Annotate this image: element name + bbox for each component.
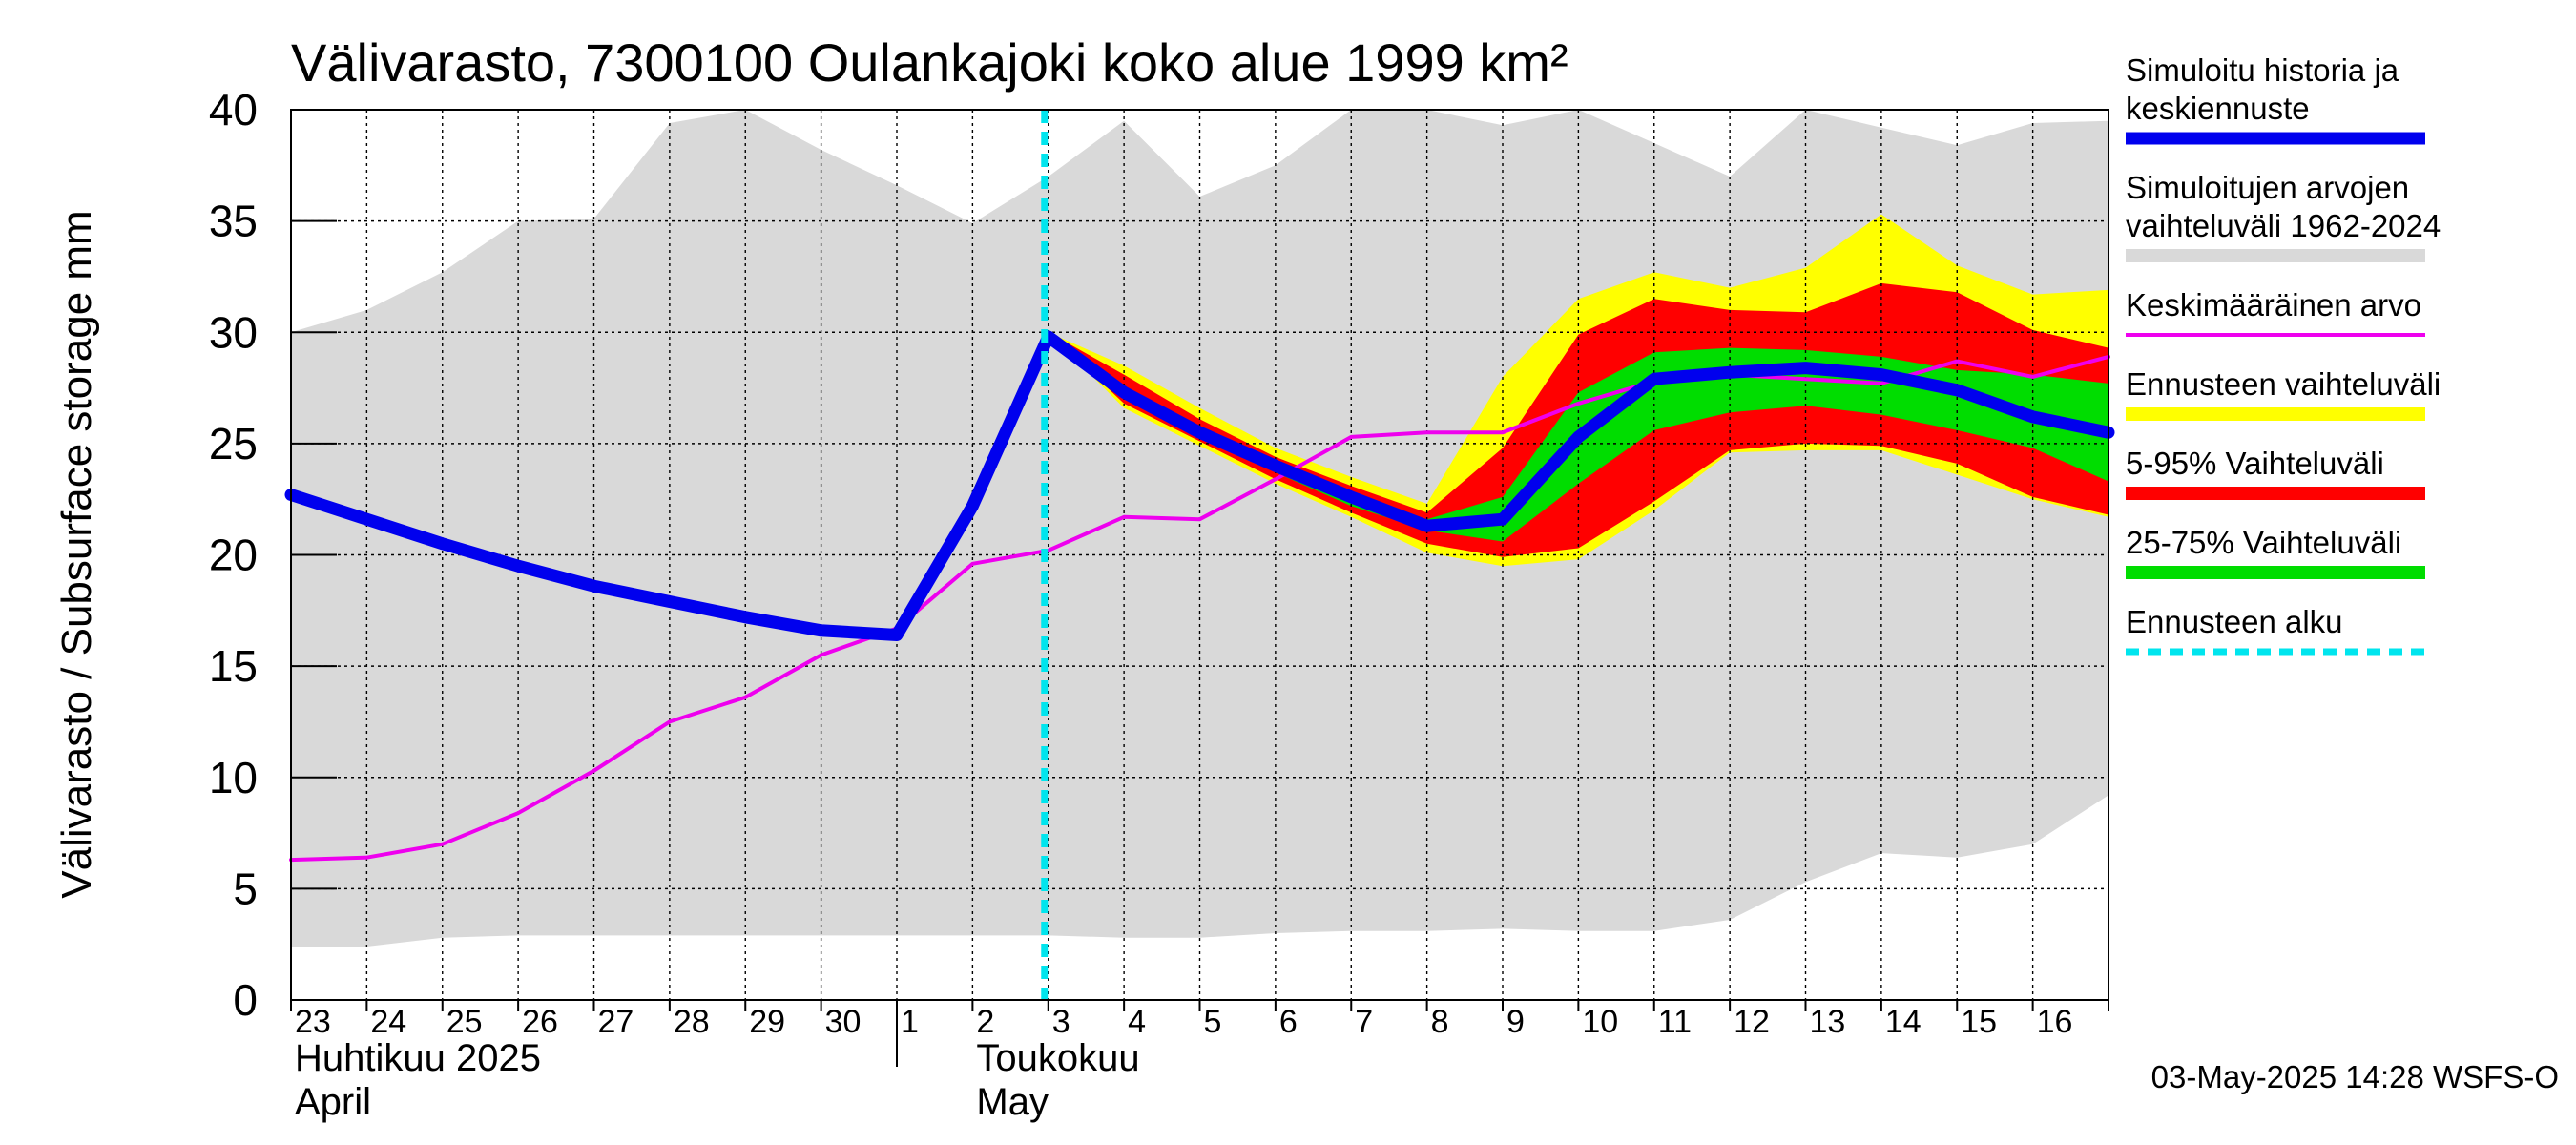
legend-label: Simuloitujen arvojen	[2126, 170, 2409, 205]
x-tick-label: 13	[1810, 1004, 1846, 1040]
band-layer	[291, 110, 2109, 947]
x-tick-label: 27	[598, 1004, 634, 1040]
month-label-en: May	[976, 1081, 1049, 1123]
x-tick-label: 30	[825, 1004, 862, 1040]
x-tick-label: 6	[1279, 1004, 1298, 1040]
series-line-5	[284, 330, 2115, 641]
y-axis-label: Välivarasto / Subsurface storage mm	[53, 210, 100, 898]
y-tick-label: 30	[209, 307, 258, 357]
x-tick-label: 7	[1355, 1004, 1373, 1040]
x-tick-label: 25	[447, 1004, 483, 1040]
series-line-4	[289, 354, 2110, 863]
x-tick-label: 1	[901, 1004, 919, 1040]
y-tick-label: 35	[209, 197, 258, 246]
legend-label: Ennusteen vaihteluväli	[2126, 366, 2441, 402]
legend-label: Keskimääräinen arvo	[2126, 287, 2421, 323]
x-tick-label: 11	[1658, 1004, 1692, 1040]
x-tick-label: 14	[1885, 1004, 1922, 1040]
legend-label: 25-75% Vaihteluväli	[2126, 525, 2401, 560]
x-tick-label: 24	[370, 1004, 406, 1040]
y-tick-label: 5	[233, 864, 258, 913]
x-tick-label: 16	[2037, 1004, 2073, 1040]
x-tick-label: 2	[976, 1004, 994, 1040]
x-tick-label: 10	[1582, 1004, 1618, 1040]
x-tick-label: 3	[1052, 1004, 1070, 1040]
x-tick-label: 29	[749, 1004, 785, 1040]
chart-title: Välivarasto, 7300100 Oulankajoki koko al…	[291, 32, 1568, 93]
y-tick-label: 15	[209, 641, 258, 691]
x-tick-label: 15	[1961, 1004, 1997, 1040]
x-tick-label: 26	[522, 1004, 558, 1040]
timestamp-footer: 03-May-2025 14:28 WSFS-O	[2151, 1059, 2559, 1094]
legend-label: Ennusteen alku	[2126, 604, 2343, 639]
month-label-en: April	[295, 1081, 371, 1123]
grid-layer	[291, 110, 2109, 1000]
x-tick-label: 4	[1128, 1004, 1146, 1040]
legend-label: 5-95% Vaihteluväli	[2126, 446, 2384, 481]
y-tick-label: 40	[209, 85, 258, 135]
y-tick-label: 25	[209, 419, 258, 468]
x-tick-label: 23	[295, 1004, 331, 1040]
legend-label: Simuloitu historia ja	[2126, 52, 2399, 88]
x-tick-label: 5	[1204, 1004, 1222, 1040]
y-tick-label: 20	[209, 531, 258, 580]
month-label-fi: Toukokuu	[976, 1037, 1139, 1079]
y-tick-label: 10	[209, 753, 258, 802]
band-0	[291, 110, 2109, 947]
y-tick-label: 0	[233, 975, 258, 1025]
x-tick-label: 8	[1431, 1004, 1449, 1040]
legend-label: keskiennuste	[2126, 91, 2310, 126]
x-tick-label: 12	[1734, 1004, 1770, 1040]
x-tick-label: 9	[1506, 1004, 1525, 1040]
legend-label: vaihteluväli 1962-2024	[2126, 208, 2441, 243]
x-tick-label: 28	[674, 1004, 710, 1040]
month-label-fi: Huhtikuu 2025	[295, 1037, 541, 1079]
line-layer	[284, 110, 2115, 1000]
